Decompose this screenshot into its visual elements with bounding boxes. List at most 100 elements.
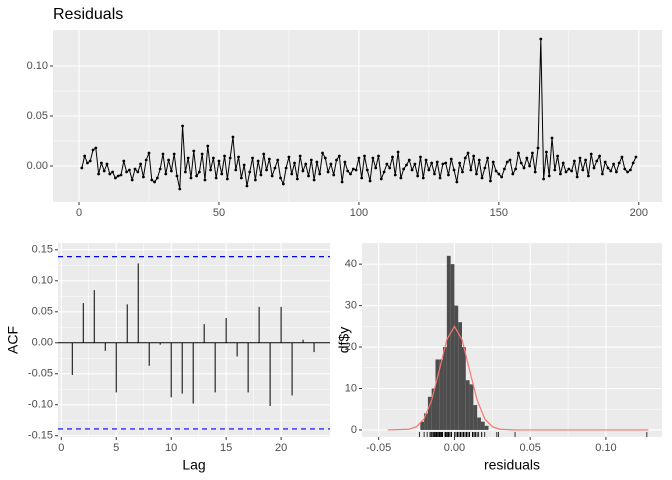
residual-point xyxy=(458,161,462,165)
residual-point xyxy=(111,170,115,174)
residual-point xyxy=(242,163,246,167)
residual-point xyxy=(612,162,615,166)
residual-point xyxy=(368,179,372,183)
residual-point xyxy=(309,158,313,162)
residual-point xyxy=(536,146,540,150)
residual-point xyxy=(469,168,473,172)
x-tick-label: 15 xyxy=(220,442,232,454)
residual-point xyxy=(231,135,235,139)
histogram-bar xyxy=(435,359,440,430)
x-tick-label: 0 xyxy=(58,442,64,454)
residual-point xyxy=(391,155,394,159)
residual-point xyxy=(141,175,145,179)
residual-point xyxy=(399,176,403,180)
residual-point xyxy=(189,176,193,180)
residual-point xyxy=(83,154,87,158)
residual-point xyxy=(122,159,126,163)
residual-point xyxy=(326,170,330,174)
residual-point xyxy=(433,172,436,176)
residual-point xyxy=(318,172,322,176)
residual-point xyxy=(505,160,509,164)
residual-point xyxy=(545,150,548,154)
residual-point xyxy=(519,161,523,165)
residual-point xyxy=(559,172,562,176)
residual-point xyxy=(172,152,176,156)
residual-point xyxy=(136,170,140,174)
residual-point xyxy=(396,150,400,154)
residual-point xyxy=(480,176,484,180)
residual-point xyxy=(248,170,252,174)
residual-point xyxy=(206,144,210,148)
y-tick-label: -0.05 xyxy=(28,368,53,380)
residual-point xyxy=(295,177,299,181)
residual-point xyxy=(239,176,243,180)
histogram-bar xyxy=(443,347,447,430)
residual-point xyxy=(91,148,95,152)
residual-point xyxy=(511,172,515,176)
residual-point xyxy=(332,173,336,177)
residual-point xyxy=(234,168,238,172)
residual-point xyxy=(209,168,212,172)
y-tick-label: 0.10 xyxy=(32,275,53,287)
residual-point xyxy=(161,152,165,156)
residual-point xyxy=(178,187,182,191)
x-tick-label: 10 xyxy=(165,442,177,454)
residual-point xyxy=(416,174,420,178)
residual-point xyxy=(164,172,168,176)
residual-point xyxy=(228,156,232,160)
residual-point xyxy=(631,161,635,165)
residual-point xyxy=(447,173,450,177)
residual-point xyxy=(393,173,397,177)
residual-point xyxy=(97,172,101,176)
residual-point xyxy=(139,162,142,166)
y-tick-label: 20 xyxy=(345,341,357,353)
y-axis-title: ACF xyxy=(5,326,21,354)
residual-point xyxy=(150,178,154,182)
chart-title: Residuals xyxy=(53,6,123,23)
residual-point xyxy=(312,178,316,182)
residual-point xyxy=(363,154,366,158)
residual-point xyxy=(116,174,120,178)
residual-point xyxy=(455,180,459,184)
residual-point xyxy=(223,154,226,158)
residual-point xyxy=(349,172,352,176)
histogram-bar xyxy=(431,388,436,430)
histogram-bar xyxy=(427,396,432,430)
residual-point xyxy=(195,174,198,178)
residual-point xyxy=(125,170,129,174)
residual-point xyxy=(133,167,137,171)
residual-point xyxy=(427,168,431,172)
residual-point xyxy=(514,167,518,171)
residual-point xyxy=(578,156,582,160)
residual-point xyxy=(589,152,593,156)
residual-point xyxy=(262,152,266,156)
y-tick-label: 0.15 xyxy=(32,244,53,256)
residual-point xyxy=(491,160,495,164)
residual-point xyxy=(128,168,131,172)
y-tick-label: 0 xyxy=(351,424,357,436)
residual-point xyxy=(86,161,89,165)
residual-point xyxy=(430,161,434,165)
residual-point xyxy=(561,161,565,165)
residual-point xyxy=(542,177,546,181)
residual-point xyxy=(497,172,501,176)
residual-point xyxy=(217,159,221,163)
y-tick-label: 0.05 xyxy=(27,110,48,122)
residual-point xyxy=(276,158,280,162)
x-tick-label: 50 xyxy=(213,207,225,219)
histogram-bar xyxy=(439,359,444,430)
histogram-bar xyxy=(484,425,489,430)
residual-point xyxy=(114,176,117,180)
residual-point xyxy=(494,169,498,173)
y-tick-label: 0.10 xyxy=(27,60,48,72)
residual-point xyxy=(634,155,638,159)
residual-point xyxy=(626,170,629,174)
histogram-bar xyxy=(420,421,425,430)
residual-point xyxy=(584,158,587,162)
y-tick-label: 30 xyxy=(345,300,357,312)
residual-point xyxy=(251,156,254,160)
histogram-bar xyxy=(450,264,455,430)
residual-point xyxy=(461,170,464,174)
residual-point xyxy=(553,168,557,172)
